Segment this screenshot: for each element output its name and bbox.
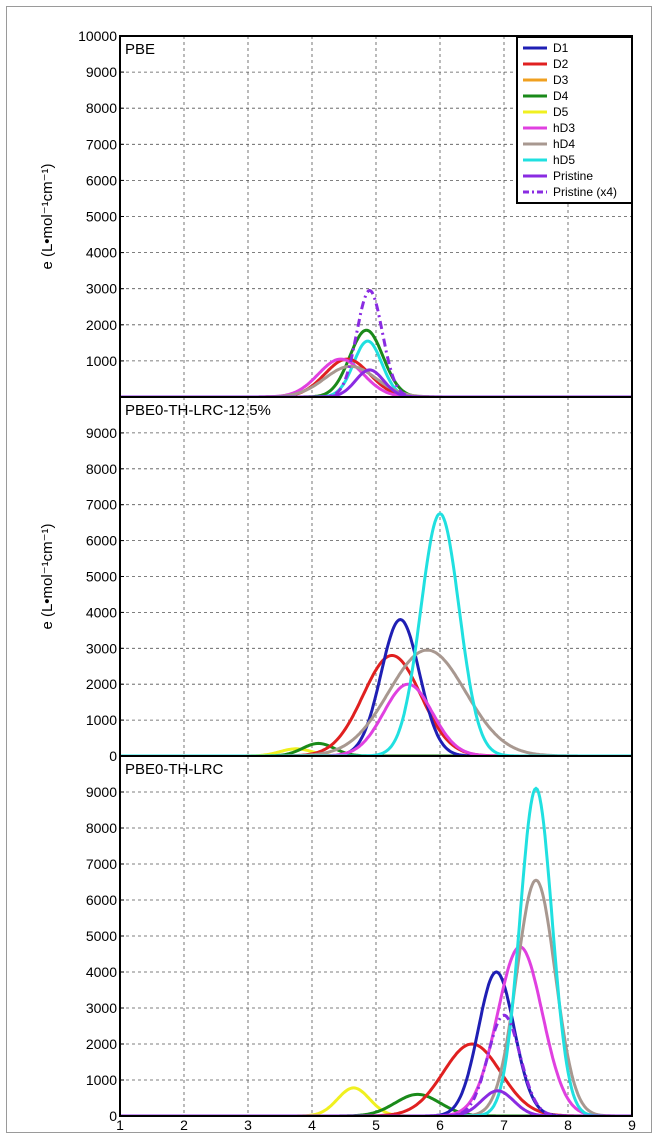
curves-0 — [120, 288, 632, 397]
legend-label: Pristine — [553, 169, 593, 183]
x-tick-label: 2 — [180, 1117, 188, 1133]
y-tick-label: 6000 — [86, 172, 117, 188]
y-axis-label: e (L•mol⁻¹cm⁻¹) — [39, 523, 56, 629]
x-tick-label: 6 — [436, 1117, 444, 1133]
y-tick-label: 9000 — [86, 425, 117, 441]
legend-label: Pristine (x4) — [553, 185, 617, 199]
series-d4 — [120, 328, 632, 397]
curves-2 — [120, 786, 632, 1116]
legend-label: D5 — [553, 105, 569, 119]
y-tick-label: 1000 — [86, 353, 117, 369]
legend-label: D1 — [553, 41, 569, 55]
series-hd4 — [120, 364, 632, 397]
legend: D1 D2 D3 D4 D5 hD3 hD4 hD5 Pristine Pristine (x4) — [516, 36, 633, 204]
y-tick-label: 4000 — [86, 604, 117, 620]
legend-label: hD5 — [553, 153, 575, 167]
y-tick-label: 9000 — [86, 64, 117, 80]
figure-frame — [6, 6, 652, 1133]
series-hd3 — [120, 357, 632, 397]
y-tick-label: 3000 — [86, 1000, 117, 1016]
series-hd3 — [120, 682, 632, 756]
y-tick-label: 6000 — [86, 533, 117, 549]
y-tick-label: 10000 — [78, 28, 117, 44]
y-tick-label: 7000 — [86, 856, 117, 872]
y-tick-label: 5000 — [86, 569, 117, 585]
y-tick-label: 9000 — [86, 784, 117, 800]
y-tick-label: 2000 — [86, 1036, 117, 1052]
y-tick-label: 6000 — [86, 892, 117, 908]
y-tick-label: 4000 — [86, 245, 117, 261]
series-hd4 — [120, 878, 632, 1116]
y-tick-label: 2000 — [86, 317, 117, 333]
series-d1 — [120, 618, 632, 756]
y-tick-label: 8000 — [86, 100, 117, 116]
legend-label: D3 — [553, 73, 569, 87]
y-tick-label: 0 — [109, 1108, 117, 1124]
legend-label: hD3 — [553, 121, 575, 135]
curves-1 — [120, 512, 632, 756]
y-tick-label: 1000 — [86, 712, 117, 728]
y-tick-label: 0 — [109, 748, 117, 764]
series-hd5 — [120, 786, 632, 1116]
x-tick-label: 1 — [116, 1117, 124, 1133]
y-tick-label: 8000 — [86, 820, 117, 836]
y-tick-label: 5000 — [86, 928, 117, 944]
panel-title: PBE — [125, 41, 155, 58]
panel-border — [119, 396, 633, 757]
x-tick-label: 3 — [244, 1117, 252, 1133]
y-tick-label: 7000 — [86, 136, 117, 152]
panel-title: PBE0-TH-LRC-12.5% — [125, 402, 271, 419]
series-d2 — [120, 654, 632, 756]
panel-2: 0 1000 2000 3000 4000 5000 6000 7000 8000 9000 PBE… — [86, 755, 633, 1124]
x-tick-label: 5 — [372, 1117, 380, 1133]
y-tick-label: 3000 — [86, 640, 117, 656]
y-tick-label: 1000 — [86, 1072, 117, 1088]
series-hd3 — [120, 945, 632, 1116]
y-tick-label: 7000 — [86, 497, 117, 513]
panel-border — [119, 755, 633, 1117]
y-tick-label: 4000 — [86, 964, 117, 980]
series-pristine-x4- — [120, 1013, 632, 1116]
x-tick-label: 9 — [628, 1117, 636, 1133]
y-tick-label: 5000 — [86, 209, 117, 225]
series-d2 — [120, 357, 632, 397]
y-axis-label: e (L•mol⁻¹cm⁻¹) — [39, 163, 56, 269]
y-tick-label: 3000 — [86, 281, 117, 297]
series-d5 — [120, 1086, 632, 1116]
legend-label: hD4 — [553, 137, 575, 151]
legend-label: D2 — [553, 57, 569, 71]
panel-1: 0 1000 2000 3000 4000 5000 6000 7000 8000 9000 PBE… — [39, 396, 633, 764]
panel-title: PBE0-TH-LRC — [125, 761, 224, 778]
series-hd5 — [120, 512, 632, 756]
y-tick-label: 8000 — [86, 461, 117, 477]
series-pristine — [120, 368, 632, 397]
series-hd5 — [120, 339, 632, 397]
series-d4 — [120, 1092, 632, 1116]
x-tick-label: 7 — [500, 1117, 508, 1133]
y-tick-label: 2000 — [86, 676, 117, 692]
x-tick-label: 4 — [308, 1117, 316, 1133]
x-tick-label: 8 — [564, 1117, 572, 1133]
legend-label: D4 — [553, 89, 569, 103]
